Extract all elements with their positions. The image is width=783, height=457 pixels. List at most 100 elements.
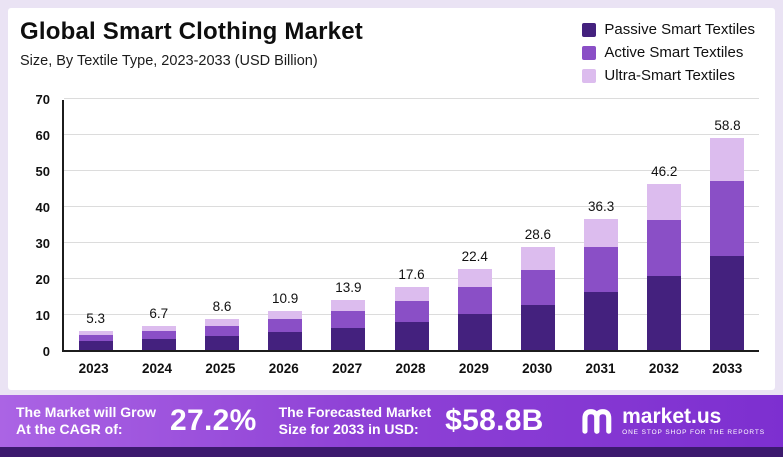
chart-area: 0 10 20 30 40 50 60 70 5.3 6.7 8.6 10.9 13.9 17.6 22.…	[20, 92, 759, 376]
bar-segment-active-smart-textiles	[141, 331, 176, 340]
legend-item-2: Ultra-Smart Textiles	[582, 67, 755, 84]
bar-column-2023: 5.3	[64, 100, 127, 350]
x-axis-label: 2025	[205, 361, 236, 376]
x-axis-label: 2028	[395, 361, 426, 376]
y-axis-tick-label: 20	[35, 272, 50, 287]
bar-segment-passive-smart-textiles	[204, 335, 239, 350]
x-axis-label: 2033	[712, 361, 743, 376]
header-row: Global Smart Clothing Market Size, By Te…	[20, 18, 759, 84]
chart-panel: Global Smart Clothing Market Size, By Te…	[8, 8, 775, 390]
bar-segment-ultra-smart-textiles	[647, 183, 682, 220]
x-axis-labels: 2023 2024 2025 2026 2027 2028 2029 2030 2031 2032…	[62, 361, 759, 376]
legend-swatch-icon	[582, 68, 597, 83]
bar-total-label: 6.7	[149, 305, 169, 321]
y-axis-tick-label: 10	[35, 308, 50, 323]
x-axis-label: 2027	[332, 361, 363, 376]
bar-stack	[204, 319, 239, 350]
forecast-value: $58.8B	[445, 404, 544, 437]
cagr-value: 27.2%	[170, 404, 257, 437]
gridline	[64, 98, 759, 99]
bar-segment-active-smart-textiles	[584, 247, 619, 293]
bar-segment-passive-smart-textiles	[394, 321, 429, 350]
x-axis-label: 2023	[78, 361, 109, 376]
bar-stack	[584, 219, 619, 350]
bar-segment-passive-smart-textiles	[710, 256, 745, 350]
bar-column-2033: 58.8	[696, 100, 759, 350]
bar-segment-active-smart-textiles	[78, 334, 113, 342]
gridline	[64, 278, 759, 279]
gridline	[64, 242, 759, 243]
forecast-label: The Forecasted Market Size for 2033 in U…	[279, 404, 432, 439]
cagr-label-line2: At the CAGR of:	[16, 421, 123, 437]
y-axis-tick-label: 60	[35, 128, 50, 143]
brand-tagline: ONE STOP SHOP FOR THE REPORTS	[622, 428, 765, 436]
gridline	[64, 206, 759, 207]
bar-total-label: 58.8	[714, 118, 741, 134]
plot-area: 5.3 6.7 8.6 10.9 13.9 17.6 22.4 28.6 36.3 46.2 58.…	[62, 98, 759, 352]
bar-segment-active-smart-textiles	[204, 325, 239, 336]
bar-stack	[331, 299, 366, 350]
bar-segment-ultra-smart-textiles	[204, 319, 239, 326]
page-title: Global Smart Clothing Market	[20, 18, 363, 45]
bar-column-2025: 8.6	[190, 100, 253, 350]
x-axis-label: 2032	[648, 361, 679, 376]
x-axis-label: 2029	[458, 361, 489, 376]
brand-text: market.us ONE STOP SHOP FOR THE REPORTS	[622, 406, 765, 437]
bar-segment-ultra-smart-textiles	[268, 310, 303, 320]
bar-segment-passive-smart-textiles	[457, 314, 492, 350]
legend-swatch-icon	[582, 22, 597, 37]
forecast-label-line1: The Forecasted Market	[278, 403, 432, 420]
footer-strip	[0, 447, 783, 457]
x-axis-label: 2026	[268, 361, 299, 376]
bar-column-2029: 22.4	[443, 100, 506, 350]
y-axis-tick-label: 30	[35, 236, 50, 251]
y-axis-tick-label: 40	[35, 200, 50, 215]
bar-segment-ultra-smart-textiles	[78, 330, 113, 335]
legend-label: Passive Smart Textiles	[604, 21, 755, 38]
bar-segment-passive-smart-textiles	[331, 327, 366, 350]
x-axis-label: 2031	[585, 361, 616, 376]
gridline	[64, 170, 759, 171]
bar-segment-active-smart-textiles	[647, 219, 682, 277]
bar-segment-passive-smart-textiles	[647, 276, 682, 350]
bar-stack	[141, 325, 176, 350]
bar-segment-passive-smart-textiles	[268, 332, 303, 350]
gridline	[64, 134, 759, 135]
bar-total-label: 10.9	[272, 290, 299, 306]
legend-label: Ultra-Smart Textiles	[604, 67, 735, 84]
bar-segment-active-smart-textiles	[268, 319, 303, 333]
y-axis: 0 10 20 30 40 50 60 70	[20, 92, 62, 359]
bar-column-2024: 6.7	[127, 100, 190, 350]
legend-swatch-icon	[582, 45, 597, 60]
y-axis-tick-label: 0	[42, 344, 50, 359]
bar-segment-ultra-smart-textiles	[457, 269, 492, 287]
x-axis-label: 2024	[142, 361, 173, 376]
brand-name: market.us	[622, 404, 722, 428]
bar-total-label: 36.3	[587, 199, 615, 215]
marketus-logo-icon	[582, 409, 612, 434]
bar-stack	[457, 269, 492, 350]
cagr-label: The Market will Grow At the CAGR of:	[16, 404, 156, 439]
bar-column-2031: 36.3	[570, 100, 633, 350]
bar-column-2026: 10.9	[254, 100, 317, 350]
bar-segment-passive-smart-textiles	[141, 339, 176, 350]
page-subtitle: Size, By Textile Type, 2023-2033 (USD Bi…	[20, 53, 318, 69]
bar-segment-active-smart-textiles	[331, 310, 366, 328]
brand: market.us ONE STOP SHOP FOR THE REPORTS	[579, 404, 765, 438]
bar-column-2032: 46.2	[633, 100, 696, 350]
bar-stack	[78, 330, 113, 350]
bar-total-label: 46.2	[651, 163, 678, 179]
y-axis-tick-label: 50	[35, 164, 50, 179]
bar-total-label: 28.6	[524, 227, 552, 243]
bar-total-label: 5.3	[86, 310, 105, 326]
chart-legend: Passive Smart Textiles Active Smart Texti…	[582, 18, 759, 84]
bar-segment-active-smart-textiles	[457, 287, 492, 314]
plot-wrap: 5.3 6.7 8.6 10.9 13.9 17.6 22.4 28.6 36.3 46.2 58.…	[62, 98, 759, 376]
bar-segment-ultra-smart-textiles	[520, 247, 555, 271]
bar-segment-active-smart-textiles	[394, 300, 429, 322]
y-axis-tick-label: 70	[35, 92, 50, 107]
bar-segment-passive-smart-textiles	[520, 305, 555, 350]
cagr-label-line1: The Market will Grow	[16, 403, 157, 420]
bar-stack	[647, 183, 682, 350]
bar-segment-ultra-smart-textiles	[141, 325, 176, 332]
